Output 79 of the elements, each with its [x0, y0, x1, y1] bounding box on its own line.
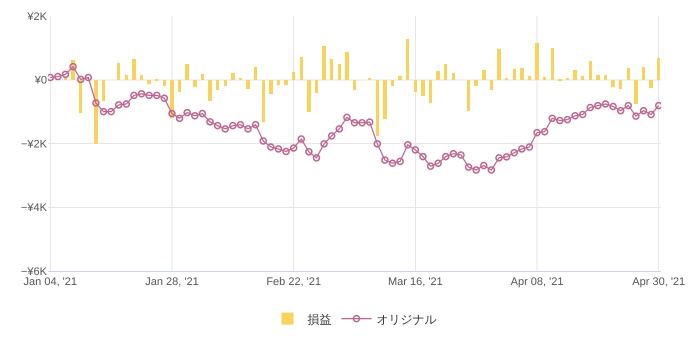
bar	[300, 57, 303, 80]
legend-label: 損益	[308, 312, 332, 326]
bar	[490, 80, 493, 90]
y-tick-label: ¥2K	[26, 10, 48, 23]
bar	[649, 80, 653, 88]
bar	[619, 80, 622, 89]
bar	[535, 43, 539, 80]
x-tick-label: Jan 28, '21	[145, 276, 199, 288]
y-tick-label: −¥6K	[21, 266, 48, 278]
bar	[132, 59, 136, 80]
bar	[376, 80, 379, 136]
bar	[231, 73, 235, 80]
x-tick-label: Apr 08, '21	[510, 276, 564, 288]
bar	[657, 58, 660, 80]
bar	[262, 80, 265, 122]
bar	[589, 61, 592, 80]
bar	[436, 71, 440, 80]
bar	[634, 80, 638, 104]
x-tick-label: Feb 22, '21	[266, 276, 322, 288]
bar	[79, 80, 82, 113]
bar	[94, 80, 98, 144]
bar	[642, 67, 645, 80]
bar	[315, 80, 318, 93]
bar	[201, 74, 204, 80]
bar	[269, 80, 273, 94]
bar	[102, 80, 105, 101]
bar	[147, 80, 151, 84]
bar	[581, 76, 584, 80]
bar	[452, 73, 455, 80]
y-tick-label: −¥2K	[21, 138, 48, 150]
x-tick-label: Apr 30, '21	[632, 276, 686, 288]
bar	[345, 52, 349, 80]
bar	[163, 80, 166, 86]
bar	[513, 69, 516, 80]
bar	[474, 80, 478, 86]
bar	[398, 76, 402, 80]
bar	[193, 80, 197, 87]
bar	[353, 80, 356, 90]
bar	[421, 80, 425, 96]
bar	[528, 76, 531, 80]
bar	[604, 75, 607, 80]
bar	[322, 46, 326, 80]
bar	[596, 75, 600, 80]
bar	[543, 77, 546, 80]
bar	[627, 68, 630, 80]
bar	[254, 67, 257, 80]
bar	[125, 75, 128, 80]
bar	[140, 75, 143, 80]
bar	[551, 48, 554, 80]
bar	[185, 64, 189, 80]
bar	[406, 39, 409, 80]
bar	[292, 72, 295, 80]
bar	[429, 80, 432, 103]
bar	[467, 80, 470, 111]
y-tick-label: −¥4K	[21, 202, 48, 214]
bar	[482, 70, 486, 80]
bar	[208, 80, 212, 101]
bar	[520, 68, 524, 80]
bar	[611, 80, 615, 87]
bar	[573, 70, 577, 80]
bar	[414, 80, 417, 92]
bar	[246, 80, 250, 89]
bar	[117, 63, 120, 80]
bar	[383, 80, 387, 119]
x-tick-label: Jan 04, '21	[24, 276, 78, 288]
bar	[338, 64, 341, 80]
y-tick-label: ¥0	[34, 74, 47, 87]
bar	[277, 80, 280, 85]
bar	[444, 64, 447, 80]
bar	[178, 80, 181, 92]
bar	[284, 80, 288, 85]
bar	[224, 80, 227, 86]
bar	[497, 49, 501, 80]
legend-label: オリジナル	[376, 312, 436, 326]
bar	[330, 59, 333, 80]
bar	[391, 80, 394, 86]
x-tick-label: Mar 16, '21	[388, 276, 443, 288]
bar	[307, 80, 311, 112]
bar	[216, 80, 219, 90]
